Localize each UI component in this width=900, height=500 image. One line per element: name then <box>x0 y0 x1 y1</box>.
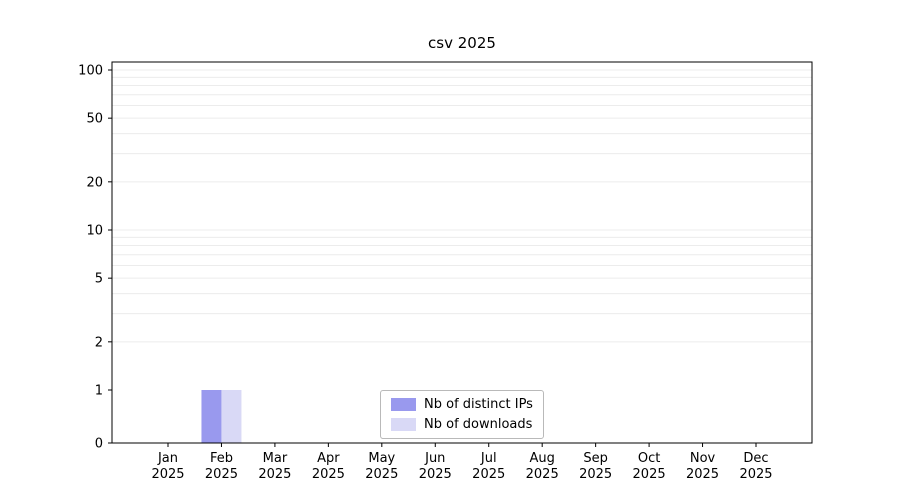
plot-border <box>111 61 813 444</box>
x-tick-label-month: Dec <box>743 451 768 466</box>
x-tick-label-year: 2025 <box>365 467 398 482</box>
y-tick-label: 50 <box>86 112 103 127</box>
x-tick-label-year: 2025 <box>579 467 612 482</box>
x-tick-label-year: 2025 <box>686 467 719 482</box>
x-tick-label-year: 2025 <box>312 467 345 482</box>
x-tick-label-month: Apr <box>317 451 340 466</box>
x-tick-label-year: 2025 <box>151 467 184 482</box>
bar-nb-of-distinct-ips-feb-2025 <box>201 390 222 443</box>
x-tick-label-month: Aug <box>529 451 554 466</box>
legend-label-downloads: Nb of downloads <box>424 417 533 432</box>
y-tick-label: 10 <box>86 224 103 239</box>
legend-item-distinct-ips: Nb of distinct IPs <box>391 397 533 412</box>
chart-title: csv 2025 <box>428 34 496 52</box>
legend-label-distinct-ips: Nb of distinct IPs <box>424 397 533 412</box>
x-tick-label-month: Sep <box>583 451 608 466</box>
bar-nb-of-downloads-feb-2025 <box>221 390 242 443</box>
y-tick-label: 1 <box>95 384 103 399</box>
y-tick-label: 5 <box>95 272 103 287</box>
x-tick-label-month: Feb <box>210 451 233 466</box>
legend-swatch-downloads <box>391 418 416 431</box>
x-tick-label-year: 2025 <box>633 467 666 482</box>
x-tick-label-month: Nov <box>690 451 716 466</box>
x-tick-label-month: Jan <box>157 451 178 466</box>
x-tick-label-year: 2025 <box>526 467 559 482</box>
y-tick-label: 20 <box>86 175 103 190</box>
legend-swatch-distinct-ips <box>391 398 416 411</box>
x-tick-label-year: 2025 <box>739 467 772 482</box>
y-tick-label: 2 <box>95 335 103 350</box>
legend: Nb of distinct IPs Nb of downloads <box>380 390 544 439</box>
x-tick-label-year: 2025 <box>205 467 238 482</box>
y-tick-label: 0 <box>95 437 103 452</box>
x-tick-label-year: 2025 <box>258 467 291 482</box>
y-tick-label: 100 <box>78 64 103 79</box>
x-tick-label-month: Jul <box>480 451 497 466</box>
x-tick-label-month: Mar <box>263 451 288 466</box>
x-tick-label-year: 2025 <box>419 467 452 482</box>
x-tick-label-month: Jun <box>424 451 445 466</box>
x-tick-label-month: Oct <box>638 451 660 466</box>
legend-item-downloads: Nb of downloads <box>391 417 533 432</box>
x-tick-label-year: 2025 <box>472 467 505 482</box>
x-tick-label-month: May <box>368 451 395 466</box>
